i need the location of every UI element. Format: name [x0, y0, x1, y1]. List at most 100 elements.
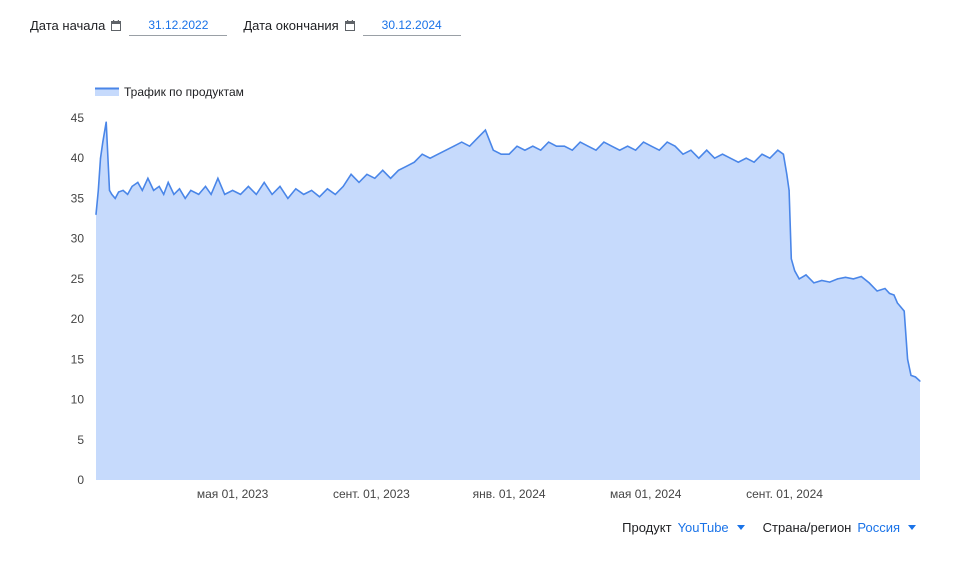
data-point [844, 276, 847, 278]
data-point [405, 165, 407, 167]
data-point [900, 306, 902, 308]
data-point [390, 177, 392, 179]
data-point [445, 149, 447, 151]
y-axis: 0 5 10 15 20 25 30 35 40 45 [71, 111, 85, 487]
data-point [650, 145, 653, 147]
data-point [118, 191, 120, 193]
start-date-label: Дата начала [30, 17, 106, 33]
data-point [893, 294, 895, 296]
y-tick-label: 10 [71, 393, 85, 407]
data-point [210, 193, 212, 195]
data-point [461, 141, 463, 143]
chevron-down-icon[interactable] [736, 525, 745, 530]
data-point [721, 153, 724, 155]
x-tick-label: сент. 01, 2024 [746, 487, 823, 501]
data-point [619, 149, 621, 151]
data-point [587, 145, 589, 147]
data-point [782, 153, 785, 155]
data-point [204, 185, 207, 187]
data-point [690, 149, 692, 151]
data-point [102, 141, 104, 143]
end-date-input[interactable] [362, 14, 461, 36]
legend-swatch [95, 88, 119, 96]
data-point [914, 376, 917, 378]
x-tick-label: янв. 01, 2024 [473, 487, 546, 501]
y-tick-label: 30 [71, 232, 85, 246]
product-filter-label: Продукт [622, 520, 672, 535]
data-point [232, 189, 234, 191]
calendar-icon[interactable] [111, 19, 122, 31]
data-point [167, 181, 169, 183]
x-tick-label: мая 01, 2024 [610, 487, 682, 501]
data-point [777, 149, 779, 151]
start-date-input[interactable] [129, 14, 228, 36]
region-filter[interactable]: Страна/регион Россия [763, 520, 916, 535]
y-tick-label: 0 [77, 473, 84, 487]
data-point [147, 177, 149, 179]
data-point [852, 278, 855, 280]
data-point [829, 281, 831, 283]
data-point [198, 193, 200, 195]
data-point [642, 141, 645, 143]
y-tick-label: 20 [71, 312, 85, 326]
data-point [492, 149, 494, 151]
data-point [611, 145, 613, 147]
data-point [753, 161, 755, 163]
data-point [658, 149, 660, 151]
region-filter-value[interactable]: Россия [857, 520, 900, 535]
data-point [303, 193, 305, 195]
date-range-bar: Дата начала Дата окончания [30, 14, 477, 36]
chevron-down-icon[interactable] [908, 525, 916, 530]
data-point [714, 157, 716, 159]
data-point [366, 173, 368, 175]
product-filter-value[interactable]: YouTube [677, 520, 729, 535]
data-point [737, 161, 739, 163]
data-point [786, 173, 788, 175]
data-point [555, 145, 558, 147]
data-point [805, 274, 807, 276]
x-axis: мая 01, 2023 сент. 01, 2023 янв. 01, 2024 м… [197, 487, 823, 501]
data-point [421, 153, 423, 155]
data-point [484, 129, 486, 131]
calendar-icon[interactable] [344, 19, 355, 31]
data-point [769, 157, 771, 159]
data-point [358, 181, 360, 183]
data-point [548, 141, 550, 143]
data-point [745, 157, 747, 159]
data-point [635, 149, 637, 151]
data-point [397, 169, 400, 171]
data-point [666, 141, 668, 143]
data-point [342, 185, 344, 187]
data-point [794, 270, 796, 272]
data-point [706, 149, 708, 151]
data-point [837, 278, 839, 280]
data-point [910, 374, 912, 376]
series-line [95, 121, 921, 382]
data-point [247, 185, 249, 187]
data-point [919, 380, 921, 382]
data-point [627, 145, 629, 147]
data-point [131, 185, 133, 187]
data-point [469, 145, 471, 147]
data-point [476, 137, 479, 139]
data-point [114, 197, 116, 199]
product-filter[interactable]: Продукт YouTube [622, 520, 745, 535]
legend-label: Трафик по продуктам [124, 85, 244, 99]
x-tick-label: мая 01, 2023 [197, 487, 269, 501]
data-point [350, 173, 352, 175]
data-point [698, 157, 700, 159]
data-point [173, 193, 175, 195]
data-point [532, 145, 534, 147]
data-point [884, 287, 886, 290]
data-point [111, 193, 113, 195]
data-point [163, 193, 165, 195]
y-tick-label: 5 [77, 433, 84, 447]
data-point [141, 189, 143, 191]
data-point [674, 145, 676, 147]
data-point [122, 189, 124, 191]
data-point [729, 157, 732, 159]
data-point [255, 193, 257, 195]
data-point [318, 196, 321, 198]
data-point [896, 302, 899, 304]
